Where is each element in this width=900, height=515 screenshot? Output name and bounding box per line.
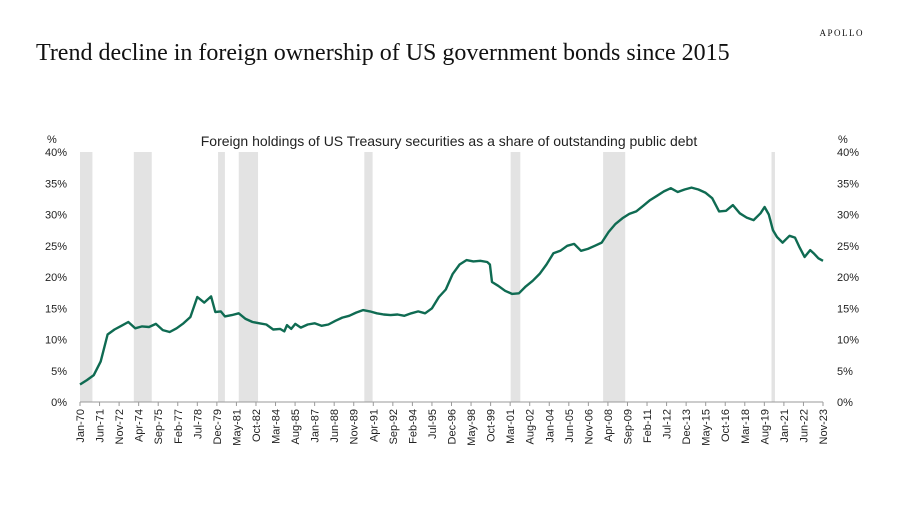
recession-bar — [218, 152, 225, 402]
y-tick-label-left: 25% — [45, 241, 67, 253]
y-tick-label-right: 30% — [837, 210, 859, 222]
y-tick-label-right: 10% — [837, 335, 859, 347]
x-tick-label: Feb-11 — [642, 409, 654, 443]
x-tick-label: Jan-87 — [310, 409, 322, 443]
x-tick-label: May-81 — [231, 409, 243, 446]
x-tick-label: Feb-77 — [173, 409, 185, 444]
x-tick-label: Aug-85 — [290, 409, 302, 444]
x-tick-label: Sep-09 — [622, 409, 634, 444]
y-tick-label-left: 15% — [45, 303, 67, 315]
x-tick-label: Oct-82 — [251, 409, 263, 442]
y-tick-label-left: 5% — [51, 366, 67, 378]
x-tick-label: Jan-70 — [75, 409, 87, 443]
series-line-foreign-holdings — [79, 186, 824, 386]
x-tick-label: Aug-19 — [759, 409, 771, 444]
x-tick-label: May-15 — [701, 409, 713, 446]
y-tick-label-left: 20% — [45, 272, 67, 284]
x-tick-label: Dec-96 — [447, 409, 459, 444]
x-tick-label: Jul-78 — [192, 409, 204, 439]
x-tick-label: Sep-75 — [153, 409, 165, 444]
y-tick-label-left: 30% — [45, 210, 67, 222]
x-tick-label: Aug-02 — [525, 409, 537, 444]
recession-bar — [510, 152, 521, 402]
y-axis-ticks: 0% 0% 5% 5% 10% 10% 15% 15% 20% 20% 25% 25% 30% 30% 35… — [45, 147, 859, 409]
recession-shading — [80, 152, 775, 402]
x-tick-label: Jun-05 — [564, 409, 576, 443]
chart-headline: Trend decline in foreign ownership of US… — [36, 40, 730, 66]
x-tick-label: Apr-91 — [368, 409, 380, 442]
y-tick-label-left: 35% — [45, 178, 67, 190]
y-tick-label-right: 5% — [837, 366, 853, 378]
x-tick-label: Oct-16 — [720, 409, 732, 442]
x-tick-label: Nov-89 — [349, 409, 361, 444]
y-tick-label-left: 10% — [45, 335, 67, 347]
recession-bar — [771, 152, 775, 402]
x-tick-label: Mar-01 — [505, 409, 517, 444]
x-tick-label: Jun-71 — [95, 409, 107, 443]
x-tick-label: Jun-22 — [798, 409, 810, 443]
x-tick-label: Sep-92 — [388, 409, 400, 444]
y-tick-label-left: 40% — [45, 147, 67, 159]
recession-bar — [603, 152, 626, 402]
recession-bar — [238, 152, 259, 402]
recession-bar — [364, 152, 373, 402]
recession-bar — [80, 152, 93, 402]
x-tick-label: Jul-12 — [662, 409, 674, 439]
x-tick-label: Dec-13 — [681, 409, 693, 444]
x-tick-label: Jan-04 — [544, 409, 556, 443]
y-tick-label-right: 20% — [837, 272, 859, 284]
y-axis-unit-right: % — [838, 134, 848, 146]
x-tick-label: May-98 — [466, 409, 478, 446]
x-tick-label: Mar-18 — [740, 409, 752, 444]
x-tick-label: Jan-21 — [779, 409, 791, 443]
y-tick-label-right: 25% — [837, 241, 859, 253]
x-tick-label: Jul-95 — [427, 409, 439, 439]
y-tick-label-left: 0% — [51, 397, 67, 409]
chart-subtitle: Foreign holdings of US Treasury securiti… — [201, 133, 698, 149]
x-tick-label: Oct-99 — [486, 409, 498, 442]
y-tick-label-right: 35% — [837, 178, 859, 190]
x-tick-label: Nov-23 — [818, 409, 830, 444]
x-tick-label: Apr-74 — [134, 409, 146, 442]
y-tick-label-right: 0% — [837, 397, 853, 409]
recession-bar — [133, 152, 152, 402]
x-tick-label: Nov-72 — [114, 409, 126, 444]
x-axis-ticks: Jan-70 Jun-71 Nov-72 Apr-74 Sep-75 Feb-77 Jul-… — [75, 402, 830, 446]
y-axis-unit-left: % — [47, 134, 57, 146]
brand-logo-text: APOLLO — [819, 28, 864, 38]
y-tick-label-right: 40% — [837, 147, 859, 159]
x-tick-label: Feb-94 — [407, 409, 419, 444]
x-tick-label: Mar-84 — [271, 409, 283, 444]
x-tick-label: Apr-08 — [603, 409, 615, 442]
y-tick-label-right: 15% — [837, 303, 859, 315]
x-tick-label: Dec-79 — [212, 409, 224, 444]
x-tick-label: Jun-88 — [329, 409, 341, 443]
x-tick-label: Nov-06 — [583, 409, 595, 444]
